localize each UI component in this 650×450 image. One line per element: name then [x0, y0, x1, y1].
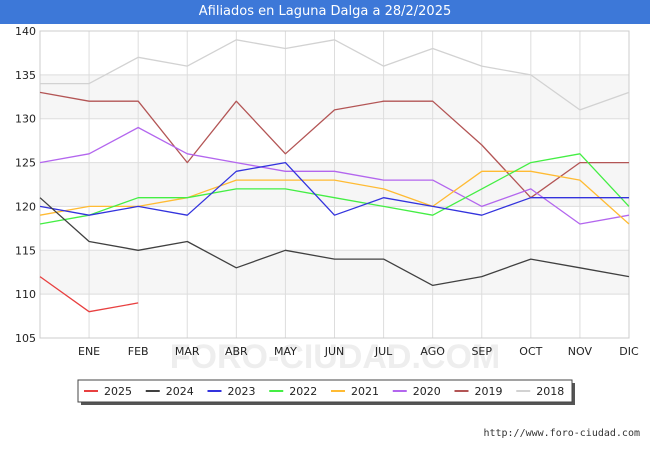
x-tick-label: JUN — [324, 345, 345, 358]
series-lines — [39, 39, 630, 313]
legend-label-2018: 2018 — [536, 385, 564, 398]
x-tick-label: JUL — [374, 345, 393, 358]
legend-label-2024: 2024 — [166, 385, 194, 398]
legend-label-2020: 2020 — [413, 385, 441, 398]
grid-lines — [39, 30, 630, 339]
x-tick-label: NOV — [568, 345, 593, 358]
legend-label-2021: 2021 — [351, 385, 379, 398]
series-line-2020 — [39, 126, 630, 225]
series-line-2022 — [39, 153, 630, 225]
y-tick-label: 140 — [15, 25, 36, 38]
y-tick-label: 130 — [15, 113, 36, 126]
legend-label-2025: 2025 — [104, 385, 132, 398]
legend-box — [77, 379, 573, 403]
x-tick-label: MAR — [175, 345, 200, 358]
x-axis-labels: ENE FEB MAR ABR MAY JUN JUL AGO SEP OCT NOV DIC — [78, 345, 639, 358]
plot-frame — [39, 30, 630, 339]
y-tick-label: 110 — [15, 288, 36, 301]
y-axis-labels: 105 110 115 120 125 130 135 140 — [15, 25, 36, 345]
x-tick-label: DIC — [619, 345, 639, 358]
source-url: http://www.foro-ciudad.com — [483, 428, 640, 439]
x-tick-label: SEP — [471, 345, 492, 358]
chart-title: Afiliados en Laguna Dalga a 28/2/2025 — [198, 4, 452, 19]
x-tick-label: AGO — [420, 345, 445, 358]
series-line-2025 — [39, 276, 139, 313]
series-line-2024 — [39, 197, 630, 287]
x-tick-label: ABR — [225, 345, 248, 358]
legend-label-2023: 2023 — [228, 385, 256, 398]
legend: 2025 2024 2023 2022 2021 2020 2019 2018 — [77, 379, 575, 405]
title-bar: Afiliados en Laguna Dalga a 28/2/2025 — [0, 0, 650, 24]
series-line-2023 — [39, 161, 629, 216]
y-tick-label: 105 — [15, 332, 36, 345]
y-tick-label: 125 — [15, 157, 36, 170]
x-tick-label: FEB — [128, 345, 149, 358]
watermark: FORO-CIUDAD.COM — [170, 338, 501, 376]
y-tick-label: 120 — [15, 200, 36, 213]
y-tick-label: 115 — [15, 244, 36, 257]
legend-label-2019: 2019 — [475, 385, 503, 398]
legend-label-2022: 2022 — [289, 385, 317, 398]
x-tick-label: MAY — [274, 345, 297, 358]
x-tick-label: ENE — [78, 345, 100, 358]
x-tick-label: OCT — [519, 345, 542, 358]
y-tick-label: 135 — [15, 69, 36, 82]
series-line-2018 — [40, 39, 630, 111]
